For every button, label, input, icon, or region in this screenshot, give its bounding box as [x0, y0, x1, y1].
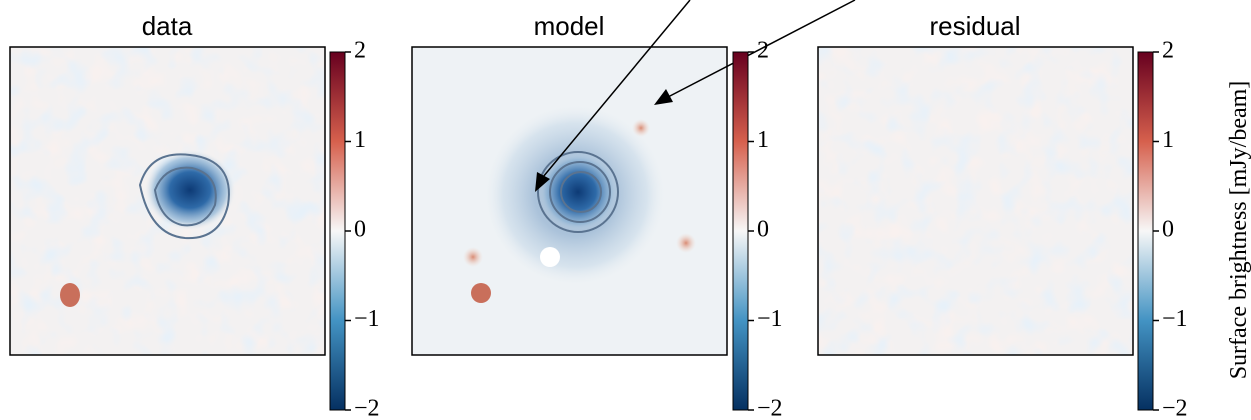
colorbar [1138, 52, 1153, 410]
colorbar [330, 52, 345, 410]
colorbar-tick-label: −1 [1162, 306, 1188, 332]
figure: data 2 1 0 −1 −2 model 2 1 0 −1 −2 residual 2 1 0 −1 −2 Su… [0, 0, 1251, 420]
colorbar-tick-label: 1 [757, 127, 769, 153]
colorbar-tick-label: 0 [757, 217, 769, 243]
panel-title: residual [929, 11, 1020, 41]
model-image [412, 0, 855, 355]
colorbar-tick-label: 0 [354, 217, 366, 243]
colorbar-tick-label: 2 [1162, 38, 1174, 64]
colorbar-tick-label: 1 [354, 127, 366, 153]
colorbar-tick-label: −1 [757, 306, 783, 332]
panel-title: data [142, 11, 193, 41]
panel-title: model [534, 11, 605, 41]
colorbar-tick-label: 2 [354, 38, 366, 64]
colorbar-tick-label: 2 [757, 38, 769, 64]
colorbar-tick-label: −2 [1162, 396, 1188, 420]
colorbar-tick-label: −2 [757, 396, 783, 420]
colorbar-tick-label: −2 [354, 396, 380, 420]
colorbar-tick-label: 0 [1162, 217, 1174, 243]
residual-image [818, 47, 1133, 355]
data-image [10, 47, 325, 355]
colorbar [733, 52, 748, 410]
colorbar-tick-label: −1 [354, 306, 380, 332]
colorbar-tick-label: 1 [1162, 127, 1174, 153]
colorbar-label: Surface brightness [mJy/beam] [1226, 81, 1251, 380]
